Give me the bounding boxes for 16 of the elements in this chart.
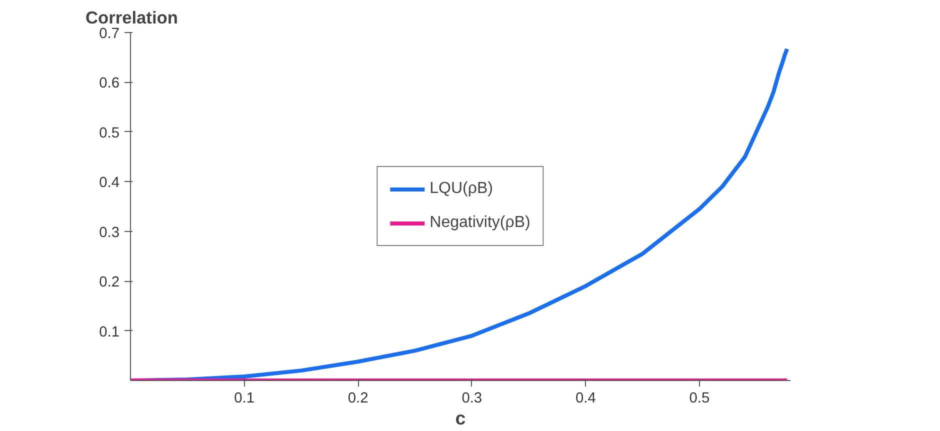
y-tick-label: 0.3 — [99, 224, 120, 241]
y-tick-label: 0.7 — [99, 26, 120, 42]
y-tick-label: 0.5 — [99, 125, 120, 142]
x-tick-label: 0.1 — [234, 390, 254, 406]
y-tick-label: 0.4 — [99, 175, 120, 192]
x-tick-label: 0.3 — [462, 390, 482, 406]
y-tick-label: 0.6 — [99, 76, 120, 92]
y-tick-label: 0.2 — [99, 274, 120, 291]
y-tick-label: 0.1 — [99, 324, 120, 340]
x-tick-label: 0.2 — [348, 390, 368, 406]
x-axis-title: c — [455, 408, 466, 428]
legend-label: Negativity(ρB) — [430, 214, 530, 232]
x-tick-label: 0.4 — [575, 390, 596, 406]
legend-label: LQU(ρB) — [430, 180, 493, 198]
y-axis-title: Correlation — [86, 8, 178, 28]
x-tick-label: 0.5 — [689, 390, 710, 406]
